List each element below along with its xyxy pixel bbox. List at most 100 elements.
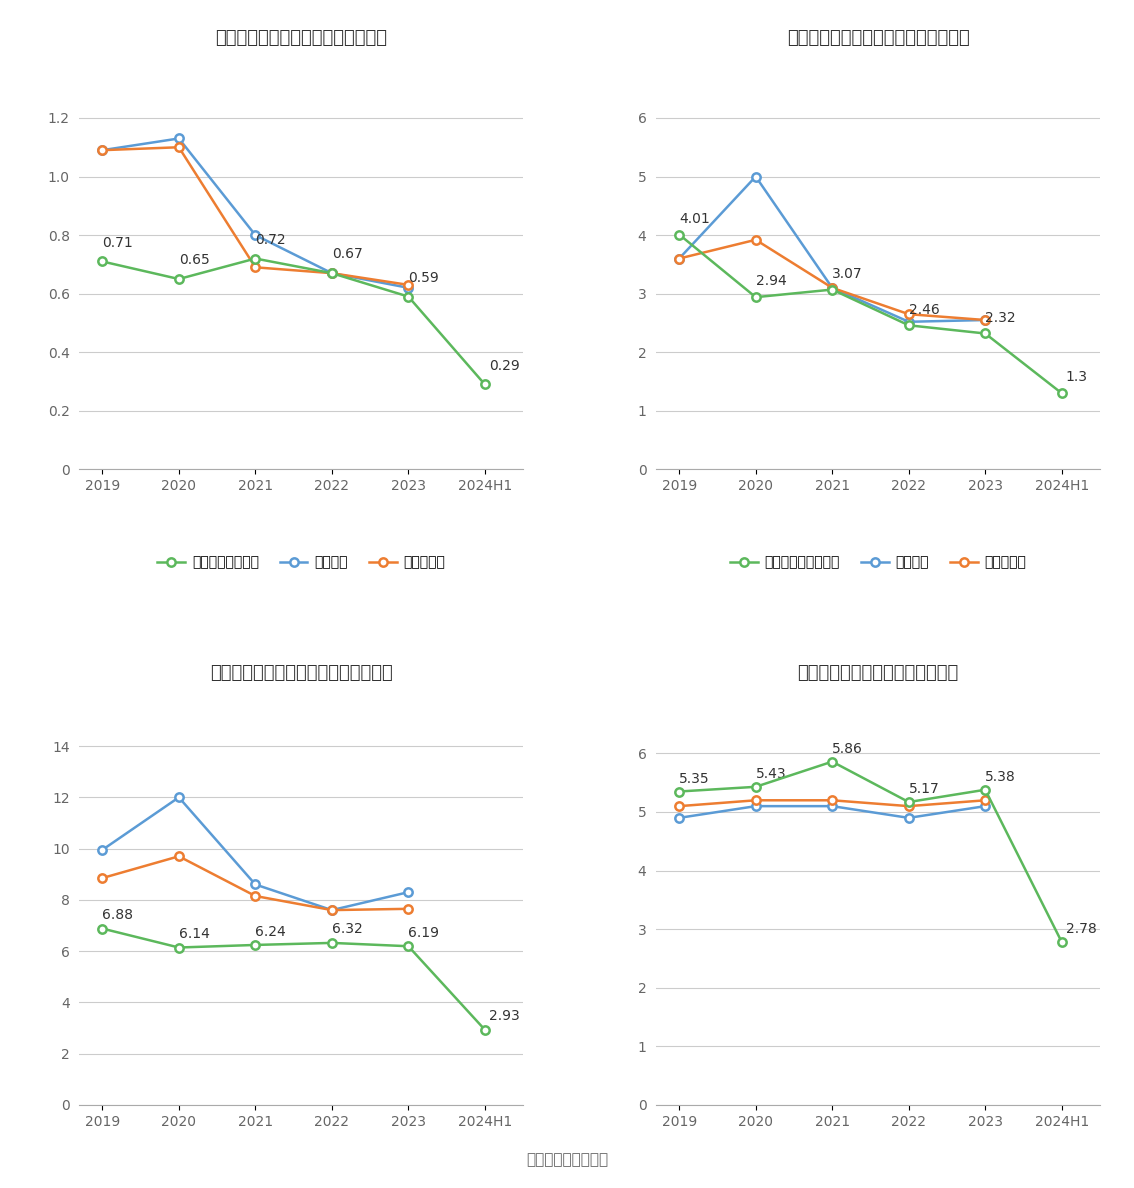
Text: 3.07: 3.07	[832, 267, 863, 280]
行业均值	[248, 228, 262, 242]
行业均值	[826, 280, 839, 295]
Line: 公司存货周转率: 公司存货周转率	[675, 758, 1066, 946]
行业均值	[95, 842, 109, 857]
Title: 倍加洁历年固定资产周转率情况（次）: 倍加洁历年固定资产周转率情况（次）	[787, 29, 970, 46]
Text: 6.19: 6.19	[408, 925, 439, 940]
行业均值	[979, 312, 992, 327]
Line: 行业均值: 行业均值	[99, 134, 413, 292]
Line: 行业中位数: 行业中位数	[675, 796, 989, 810]
Line: 行业中位数: 行业中位数	[99, 143, 413, 289]
Text: 0.71: 0.71	[102, 235, 133, 249]
行业中位数	[902, 307, 915, 321]
公司固定资产周转率	[748, 290, 762, 304]
行业中位数	[248, 889, 262, 903]
公司应收账款周转率	[479, 1023, 492, 1037]
公司总资产周转率	[172, 272, 186, 286]
Text: 0.29: 0.29	[489, 359, 519, 373]
行业均值	[902, 810, 915, 824]
行业中位数	[325, 903, 339, 917]
Legend: 公司固定资产周转率, 行业均值, 行业中位数: 公司固定资产周转率, 行业均值, 行业中位数	[725, 550, 1032, 575]
Text: 0.72: 0.72	[255, 233, 286, 247]
Text: 0.59: 0.59	[408, 271, 439, 285]
公司总资产周转率	[325, 266, 339, 280]
公司总资产周转率	[95, 254, 109, 268]
行业中位数	[902, 800, 915, 814]
公司应收账款周转率	[325, 936, 339, 950]
行业均值	[672, 810, 686, 824]
行业中位数	[248, 260, 262, 274]
Legend: 公司存货周转率, 行业均值, 行业中位数: 公司存货周转率, 行业均值, 行业中位数	[733, 1186, 1024, 1188]
Text: 1.3: 1.3	[1066, 371, 1088, 385]
公司应收账款周转率	[401, 939, 415, 953]
Line: 行业均值: 行业均值	[99, 794, 413, 915]
Text: 5.43: 5.43	[755, 767, 786, 781]
Text: 0.67: 0.67	[332, 247, 363, 261]
Text: 5.35: 5.35	[679, 772, 710, 785]
行业均值	[826, 800, 839, 814]
公司固定资产周转率	[1055, 386, 1068, 400]
行业中位数	[95, 871, 109, 885]
Text: 2.32: 2.32	[985, 311, 1016, 324]
Line: 公司固定资产周转率: 公司固定资产周转率	[675, 230, 1066, 398]
Line: 行业中位数: 行业中位数	[675, 235, 989, 324]
行业中位数	[401, 278, 415, 292]
行业中位数	[172, 140, 186, 154]
行业中位数	[672, 252, 686, 266]
行业均值	[325, 903, 339, 917]
Title: 倍加洁历年存货周转率情况（次）: 倍加洁历年存货周转率情况（次）	[797, 664, 958, 682]
行业中位数	[748, 233, 762, 247]
行业均值	[748, 170, 762, 184]
行业中位数	[979, 312, 992, 327]
公司存货周转率	[748, 779, 762, 794]
行业均值	[902, 315, 915, 329]
行业中位数	[826, 794, 839, 808]
公司应收账款周转率	[95, 922, 109, 936]
公司应收账款周转率	[248, 937, 262, 952]
Text: 2.78: 2.78	[1066, 922, 1097, 936]
行业中位数	[401, 902, 415, 916]
公司固定资产周转率	[979, 327, 992, 341]
Text: 6.32: 6.32	[332, 923, 363, 936]
公司存货周转率	[902, 795, 915, 809]
公司存货周转率	[672, 784, 686, 798]
行业中位数	[748, 794, 762, 808]
Text: 数据来源：恒生聚源: 数据来源：恒生聚源	[526, 1152, 608, 1168]
Text: 0.65: 0.65	[179, 253, 210, 267]
Text: 2.93: 2.93	[489, 1010, 519, 1023]
行业中位数	[325, 266, 339, 280]
行业均值	[248, 878, 262, 892]
Legend: 公司总资产周转率, 行业均值, 行业中位数: 公司总资产周转率, 行业均值, 行业中位数	[152, 550, 451, 575]
Text: 5.17: 5.17	[908, 782, 939, 796]
行业中位数	[826, 280, 839, 295]
行业均值	[672, 252, 686, 266]
公司固定资产周转率	[902, 318, 915, 333]
公司应收账款周转率	[172, 941, 186, 955]
Title: 倍加洁历年总资产周转率情况（次）: 倍加洁历年总资产周转率情况（次）	[215, 29, 387, 46]
Text: 6.88: 6.88	[102, 908, 134, 922]
Text: 6.24: 6.24	[255, 924, 286, 939]
行业均值	[748, 800, 762, 814]
Title: 倍加洁历年应收账款周转率情况（次）: 倍加洁历年应收账款周转率情况（次）	[210, 664, 392, 682]
行业中位数	[172, 849, 186, 864]
Text: 5.38: 5.38	[985, 770, 1016, 784]
行业中位数	[979, 794, 992, 808]
行业中位数	[672, 800, 686, 814]
行业中位数	[95, 143, 109, 157]
Text: 5.86: 5.86	[832, 741, 863, 756]
行业均值	[325, 266, 339, 280]
公司固定资产周转率	[826, 283, 839, 297]
Line: 公司应收账款周转率: 公司应收账款周转率	[99, 924, 489, 1034]
行业均值	[95, 143, 109, 157]
行业均值	[401, 280, 415, 295]
行业均值	[979, 800, 992, 814]
Text: 2.46: 2.46	[908, 303, 939, 316]
公司总资产周转率	[401, 290, 415, 304]
公司固定资产周转率	[672, 227, 686, 241]
公司存货周转率	[979, 783, 992, 797]
行业均值	[172, 790, 186, 804]
公司总资产周转率	[248, 252, 262, 266]
公司存货周转率	[826, 754, 839, 769]
Text: 2.94: 2.94	[755, 274, 787, 289]
公司存货周转率	[1055, 935, 1068, 949]
Legend: 公司应收账款周转率, 行业均值, 行业中位数: 公司应收账款周转率, 行业均值, 行业中位数	[147, 1186, 455, 1188]
